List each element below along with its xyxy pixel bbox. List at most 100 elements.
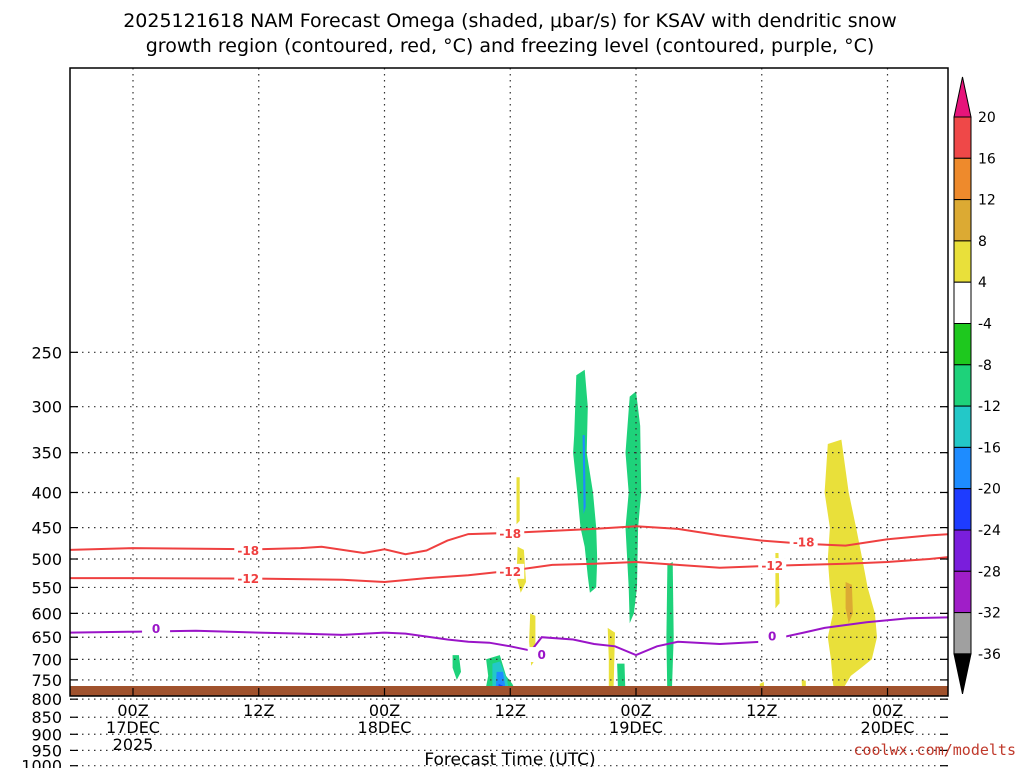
y-tick-label: 800 (31, 690, 62, 709)
contour-label-m18: -18 (793, 535, 815, 549)
y-tick-label: 500 (31, 550, 62, 569)
colorbar-label: -32 (978, 606, 1001, 622)
contour-label-bg (527, 647, 556, 663)
y-tick-label: 950 (31, 741, 62, 760)
colorbar-label: -8 (978, 358, 992, 374)
grid-lines (70, 68, 948, 767)
shaded-omega-layer (452, 369, 877, 747)
colorbar-box (953, 488, 972, 531)
colorbar-label: -16 (978, 440, 1001, 456)
contour-line-m18 (70, 525, 948, 556)
y-tick-label: 300 (31, 398, 62, 417)
contour-line-0 (70, 616, 948, 657)
x-tick-label: 00Z (369, 701, 400, 720)
chart-title-line-1: 2025121618 NAM Forecast Omega (shaded, μ… (123, 10, 897, 32)
y-tick-label: 400 (31, 483, 62, 502)
plot-area: -18 -18 -18 -12 -12 -12 0 0 0 250 300 350 400 450 500 5… (21, 67, 949, 768)
contour-label-m18: -18 (499, 527, 521, 541)
x-tick-label: 20DEC (861, 718, 915, 737)
x-tick-label: 17DEC (106, 718, 160, 737)
colorbar-label: 12 (978, 193, 996, 209)
contour-label-bg (234, 543, 263, 559)
omega-region-12 (607, 627, 615, 696)
colorbar-label: 8 (978, 234, 987, 250)
x-tick-label: 2025 (113, 735, 154, 754)
contour-label-m12: -12 (499, 565, 521, 579)
colorbar-label: -20 (978, 482, 1001, 498)
contour-label-bg (496, 563, 525, 579)
y-tick-label: 550 (31, 578, 62, 597)
x-tick-label: 00Z (620, 701, 651, 720)
omega-region-20 (582, 435, 586, 514)
colorbar-box (953, 323, 972, 366)
omega-region-19 (516, 477, 520, 525)
colorbar-bottom-arrow (953, 653, 972, 695)
contour-label-bg (758, 558, 787, 574)
x-tick-label: 12Z (243, 701, 274, 720)
colorbar-label: 16 (978, 151, 996, 167)
colorbar-label: -12 (978, 399, 1001, 415)
x-tick-label: 12Z (746, 701, 777, 720)
contour-line-m12 (70, 556, 948, 584)
contour-label-0: 0 (538, 648, 546, 662)
x-tick-label: 18DEC (358, 718, 412, 737)
omega-region-17 (838, 739, 849, 747)
colorbar: 20 16 12 8 4 -4 -8 -12 -16 -20 -24 -28 -32 -36 (953, 76, 1001, 695)
colorbar-label: 20 (978, 110, 996, 126)
chart-title-line-2: growth region (contoured, red, °C) and f… (146, 35, 875, 57)
y-tick-label: 900 (31, 725, 62, 744)
y-tick-label: 700 (31, 650, 62, 669)
omega-region-7 (617, 663, 626, 696)
colorbar-label: -36 (978, 647, 1001, 663)
contour-label-bg (496, 526, 525, 542)
contour-layer: -18 -18 -18 -12 -12 -12 0 0 0 (70, 525, 948, 663)
colorbar-box (953, 240, 972, 283)
x-tick-label: 00Z (872, 701, 903, 720)
contour-label-0: 0 (768, 629, 776, 643)
colorbar-box (953, 529, 972, 572)
contour-label-bg (758, 628, 787, 644)
surface-band (70, 686, 948, 696)
contour-label-m12: -12 (761, 559, 783, 573)
y-tick-label: 450 (31, 519, 62, 538)
y-tick-label: 250 (31, 343, 62, 362)
contour-label-bg (234, 571, 263, 587)
y-tick-label: 650 (31, 628, 62, 647)
contour-label-m18: -18 (237, 544, 259, 558)
x-tick-label: 00Z (117, 701, 148, 720)
x-tick-label: 12Z (495, 701, 526, 720)
y-tick-label: 750 (31, 671, 62, 690)
y-tick-label: 350 (31, 444, 62, 463)
colorbar-label: -24 (978, 523, 1001, 539)
colorbar-box (953, 405, 972, 448)
omega-region-8 (452, 655, 461, 680)
colorbar-box (953, 570, 972, 614)
contour-label-m12: -12 (237, 572, 259, 586)
contour-label-bg (142, 620, 171, 636)
omega-region-9 (824, 439, 877, 696)
contour-label-0: 0 (152, 622, 160, 636)
colorbar-box (953, 116, 972, 159)
colorbar-label: -4 (978, 317, 992, 333)
colorbar-box (953, 612, 972, 655)
y-tick-label: 600 (31, 604, 62, 623)
colorbar-box (953, 281, 972, 325)
y-tick-label: 1000 (21, 757, 62, 768)
omega-region-6 (666, 562, 674, 696)
contour-label-bg (789, 534, 818, 550)
omega-region-5 (625, 391, 642, 624)
credit-text: coolwx.com/modelts (853, 741, 1016, 759)
y-axis: 2503003504004505005506006507007508008509… (21, 343, 948, 768)
y-tick-label: 850 (31, 708, 62, 727)
colorbar-label: 4 (978, 275, 987, 291)
colorbar-label: -28 (978, 564, 1001, 580)
colorbar-box (953, 364, 972, 407)
x-axis-label: Forecast Time (UTC) (424, 750, 595, 768)
colorbar-box (953, 157, 972, 201)
colorbar-box (953, 446, 972, 490)
colorbar-top-arrow (953, 76, 972, 118)
x-tick-label: 19DEC (609, 718, 663, 737)
plot-frame (69, 67, 949, 697)
